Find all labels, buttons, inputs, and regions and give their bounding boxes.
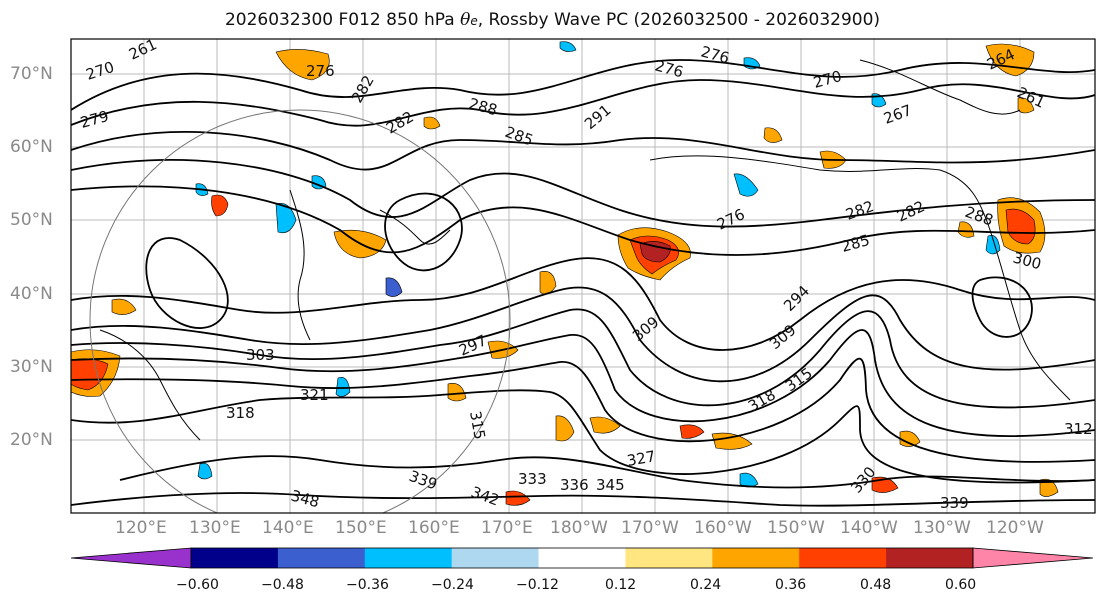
contour-label: 333 [518, 470, 547, 488]
lon-label: 120°E [115, 518, 167, 538]
colorbar-frame [190, 547, 974, 569]
graticule [71, 39, 1095, 513]
colorbar-segment [191, 548, 279, 568]
lon-label: 120°W [986, 518, 1044, 538]
lat-label: 30°N [10, 357, 53, 377]
contour-label: 276 [306, 62, 335, 80]
colorbar-segment [625, 548, 713, 568]
colorbar-tick: 0.12 [605, 577, 637, 593]
contour-label: 327 [626, 447, 657, 470]
map-frame [70, 38, 1096, 514]
lon-label: 130°E [189, 518, 241, 538]
colorbar-segment [886, 548, 974, 568]
lon-label: 160°E [408, 518, 460, 538]
colorbar-tick: −0.48 [261, 577, 304, 593]
contour-label: 345 [596, 476, 625, 494]
colorbar-tick: 0.24 [690, 577, 722, 593]
contour-label: 303 [246, 346, 275, 364]
lon-label: 140°W [840, 518, 898, 538]
lon-label: 130°W [913, 518, 971, 538]
colorbar-extend-high [972, 547, 1094, 569]
colorbar-segment [364, 548, 453, 568]
colorbar-tick: 0.36 [775, 577, 807, 593]
contour-label: 315 [466, 410, 489, 441]
lon-label: 170°E [481, 518, 533, 538]
lon-label: 170°W [621, 518, 679, 538]
lat-label: 20°N [10, 430, 53, 450]
lon-label: 150°E [335, 518, 387, 538]
contour-label: 318 [226, 404, 255, 422]
lat-label: 50°N [10, 210, 53, 230]
colorbar-tick: 0.60 [945, 577, 977, 593]
colorbar-tick: −0.60 [176, 577, 219, 593]
lat-label: 60°N [10, 137, 53, 157]
colorbar-tick: −0.36 [346, 577, 389, 593]
colorbar-extend-low [70, 547, 192, 569]
contour-label: 339 [940, 494, 969, 512]
contour-label: 312 [1064, 420, 1093, 438]
colorbar-segment [799, 548, 887, 568]
lon-label: 140°E [262, 518, 314, 538]
colorbar-tick: 0.48 [860, 577, 892, 593]
colorbar-segment [451, 548, 540, 568]
coastlines [99, 59, 1071, 441]
contour-label: 336 [560, 476, 589, 494]
colorbar-tick: −0.12 [516, 577, 559, 593]
contour-label: 321 [300, 386, 329, 404]
colorbar-segment [538, 548, 626, 568]
lon-label: 150°W [767, 518, 825, 538]
map-title: 2026032300 F012 850 hPa θe, Rossby Wave … [224, 10, 881, 30]
colorbar-tick: −0.24 [431, 577, 474, 593]
lon-label: 160°W [694, 518, 752, 538]
theta-e-contours [71, 59, 1095, 507]
colorbar-segment [277, 548, 366, 568]
lat-label: 70°N [10, 64, 53, 84]
lat-label: 40°N [10, 284, 53, 304]
reference-circles [89, 109, 511, 513]
colorbar-segment [712, 548, 800, 568]
lon-label: 180°W [550, 518, 608, 538]
